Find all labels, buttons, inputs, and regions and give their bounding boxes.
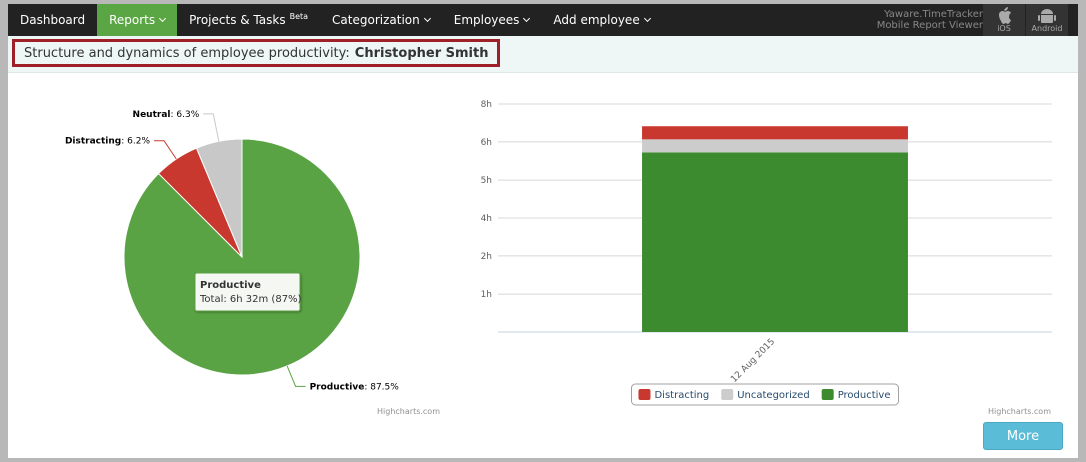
dropdown-caret [423,14,431,22]
nav-bar: Dashboard Reports Projects & Tasks Beta Cate… [8,4,1078,36]
nav-item[interactable]: Add employee [541,4,661,36]
tooltip-title: Productive [200,280,261,291]
nav-item[interactable]: Dashboard [8,4,97,36]
title-prefix: Structure and dynamics of employee produ… [24,45,350,61]
dropdown-caret [643,14,651,22]
android-app[interactable]: Android [1026,4,1068,36]
y-tick-label: 5h [481,176,492,186]
nav-label: Categorization [332,13,420,27]
label-value: 6.3% [176,110,199,120]
label-value: 87.5% [370,382,399,392]
label-separator: : [171,110,177,120]
nav-item[interactable]: Projects & Tasks Beta [177,4,320,36]
label-connector [154,140,177,160]
data-label: Distracting: 6.2% [65,137,151,147]
nav-label: Employees [453,13,520,27]
label-separator: : [364,382,370,392]
label-value: 6.2% [127,137,150,147]
nav-label: Reports [109,13,156,27]
tooltip-box [194,272,301,312]
more-button[interactable]: More [983,422,1063,450]
label-connector [286,365,306,387]
credits: Highcharts.com [377,407,440,416]
nav-badge: Beta [289,11,309,21]
legend-item[interactable]: Productive [821,389,891,401]
legend-item[interactable]: Uncategorized [721,389,810,401]
brand: Yaware.TimeTracker Mobile Report Viewer [877,9,983,31]
brand-line: Yaware.TimeTracker [884,9,983,20]
y-tick-label: 2h [481,252,492,262]
data-label: Neutral: 6.3% [133,110,200,120]
bar-segment [642,152,908,332]
dropdown-caret [159,14,167,22]
employee-name: Christopher Smith [354,45,489,61]
legend: Distracting Uncategorized Productive [630,383,900,406]
nav-label: Dashboard [20,13,86,27]
android-icon [1038,9,1056,23]
label-name: Distracting [65,137,121,147]
y-tick-label: 4h [481,214,492,224]
brand-line: Mobile Report Viewer [876,20,983,31]
dropdown-caret [523,14,531,22]
x-tick-label: 12 Aug 2015 [729,337,777,385]
ios-app[interactable]: iOS [983,4,1025,36]
credits: Highcharts.com [988,407,1051,416]
nav-item[interactable]: Employees [442,4,542,36]
label-name: Productive [310,382,365,392]
nav-label: Projects & Tasks [189,13,286,27]
legend-item[interactable]: Distracting [638,389,709,401]
charts: Productive: 87.5% Distracting: 6.2% Neutra… [65,100,1052,416]
nav-item[interactable]: Reports [97,4,178,36]
apple-icon [999,7,1011,24]
bar-segment [642,126,908,140]
app-label: iOS [997,24,1011,33]
header: Structure and dynamics of employee produ… [8,36,1078,73]
data-label: Productive: 87.5% [310,382,400,392]
legend-label: Uncategorized [737,390,809,401]
label-name: Neutral [133,110,171,120]
legend-label: Distracting [654,390,709,401]
legend-swatch [821,389,834,400]
label-connector [203,113,220,142]
page-title: Structure and dynamics of employee produ… [12,39,501,67]
legend-swatch [638,389,651,400]
y-tick-label: 8h [481,100,492,110]
y-tick-label: 1h [481,290,492,300]
legend-label: Productive [838,390,891,401]
label-separator: : [121,137,127,147]
bar-segment [642,139,908,153]
app-label: Android [1031,24,1063,33]
tooltip-text: Total: 6h 32m (87%) [199,294,302,305]
nav-item[interactable]: Categorization [320,4,442,36]
tooltip: Productive Total: 6h 32m (87%) [194,272,302,312]
y-tick-label: 6h [481,138,492,148]
nav-label: Add employee [553,13,640,27]
legend-swatch [721,389,734,400]
